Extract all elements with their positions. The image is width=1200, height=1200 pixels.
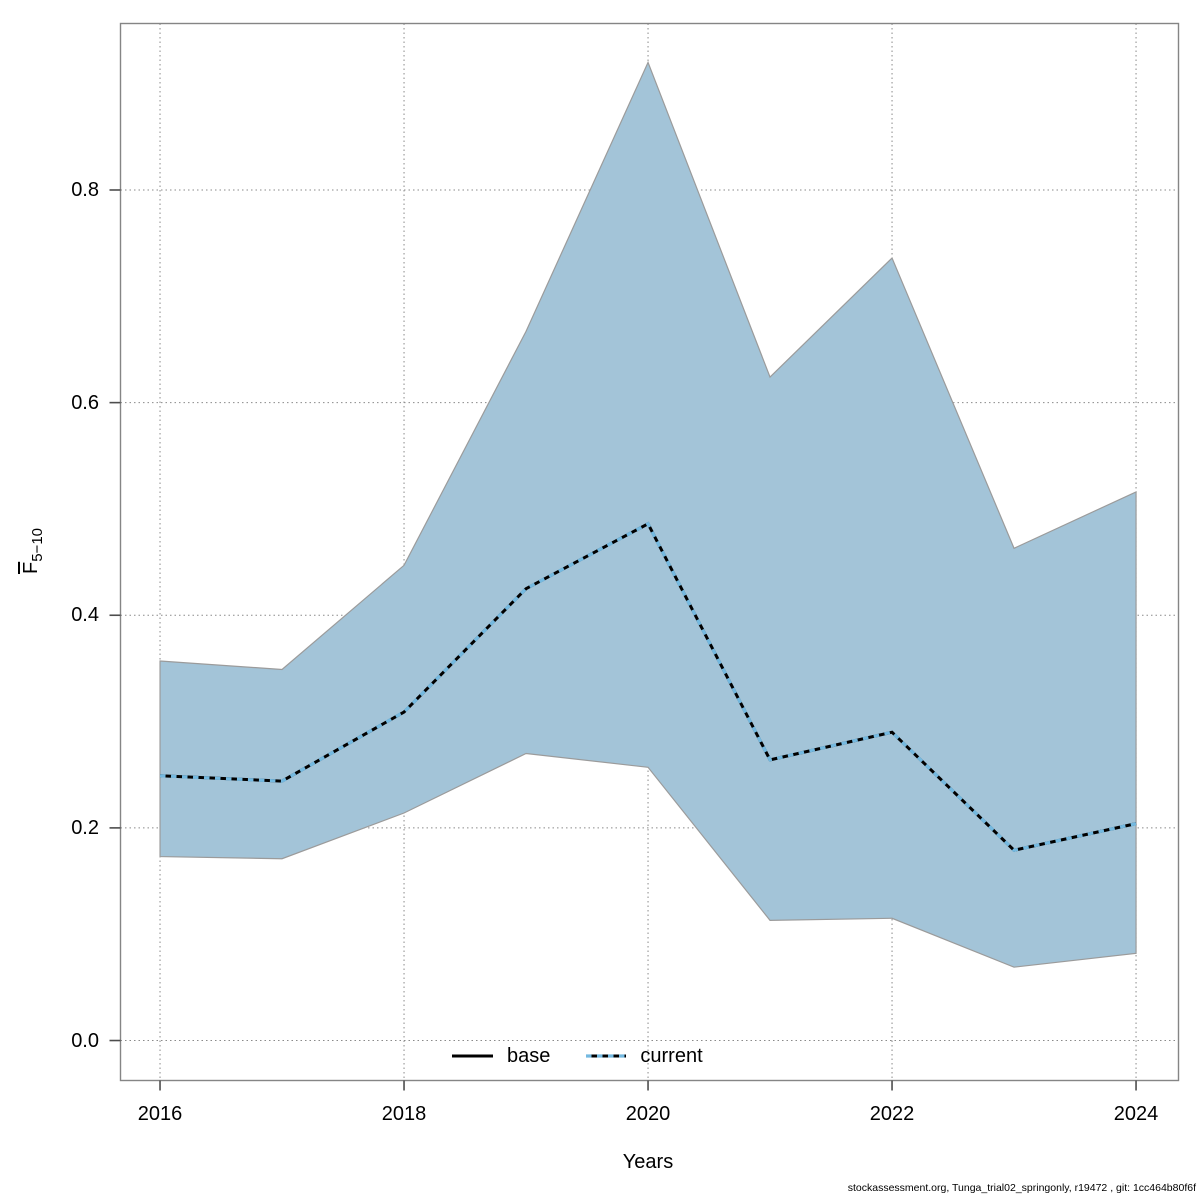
x-tick-label: 2020 bbox=[625, 1103, 671, 1125]
y-tick-label: 0.0 bbox=[71, 1029, 99, 1052]
x-tick-label: 2016 bbox=[137, 1103, 183, 1125]
y-tick-label: 0.6 bbox=[71, 391, 99, 414]
confidence-band bbox=[159, 60, 1137, 968]
y-tick-label: 0.4 bbox=[71, 604, 99, 627]
legend-current-label: current bbox=[640, 1044, 703, 1067]
y-axis-title-symbol: F bbox=[20, 561, 42, 575]
plot-border bbox=[119, 22, 1180, 1082]
y-tick-label: 0.8 bbox=[71, 178, 99, 201]
x-tick-label: 2022 bbox=[869, 1103, 915, 1125]
footer-attribution: stockassessment.org, Tunga_trial02_sprin… bbox=[847, 1182, 1196, 1194]
legend-base-label: base bbox=[507, 1044, 551, 1067]
x-axis-title: Years bbox=[622, 1151, 674, 1173]
x-tick-label: 2024 bbox=[1113, 1103, 1159, 1125]
x-tick-label: 2018 bbox=[381, 1103, 427, 1125]
y-tick-label: 0.2 bbox=[71, 816, 99, 839]
legend-current-line-sample bbox=[586, 1054, 627, 1058]
y-axis-title: F5−10 bbox=[20, 528, 46, 574]
current-line bbox=[159, 521, 1137, 852]
y-axis-title-subscript: 5−10 bbox=[29, 527, 46, 562]
legend: base current bbox=[452, 1042, 703, 1070]
legend-base-line-sample bbox=[452, 1054, 493, 1058]
